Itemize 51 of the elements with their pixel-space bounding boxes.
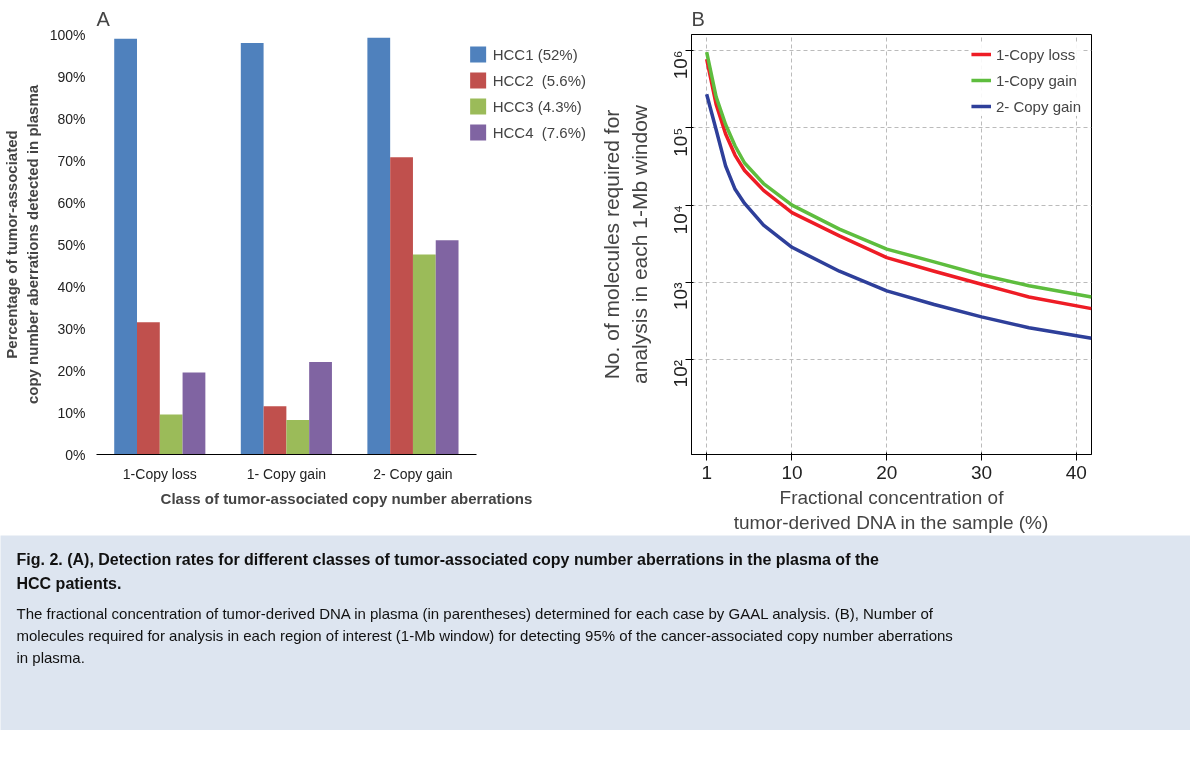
bar bbox=[309, 362, 332, 455]
bar bbox=[137, 322, 160, 455]
bar bbox=[286, 420, 310, 455]
y-axis-title: Percentage of tumor-associated copy number aberrations detected in plasma bbox=[3, 84, 41, 405]
legend-label: 1-Copy loss bbox=[995, 45, 1076, 63]
y-tick-label: 60% bbox=[57, 194, 86, 211]
x-tick-label: 40 bbox=[1065, 461, 1087, 483]
y-tick-label: 100% bbox=[49, 26, 86, 43]
bar bbox=[390, 157, 413, 455]
bar bbox=[159, 414, 183, 455]
chart-title: B bbox=[691, 7, 705, 30]
legend-label: 1-Copy gain bbox=[995, 71, 1077, 89]
y-tick-label: 40% bbox=[57, 278, 86, 295]
legend-label: HCC2 (5.6%) bbox=[492, 71, 586, 89]
y-tick-label: 10⁵ bbox=[670, 127, 691, 157]
bar bbox=[435, 240, 459, 455]
y-tick-label: 80% bbox=[57, 110, 86, 127]
y-tick-label: 90% bbox=[57, 68, 86, 85]
bar bbox=[240, 42, 264, 455]
bar bbox=[367, 37, 391, 455]
x-tick-label: 1-Copy loss bbox=[122, 465, 197, 482]
y-tick-label: 10³ bbox=[670, 282, 691, 310]
chart-title: A bbox=[96, 7, 111, 30]
x-axis-title: Fractional concentration of tumor-derived DNA in the sample (%) bbox=[733, 486, 1049, 533]
y-tick-label: 50% bbox=[57, 236, 86, 253]
text: The fractional concentration of tumor-derived DNA in plasma (in parentheses) determined for each case by GAAL analysis. (B), Number of molecules required for analysis in each region of interest (1-Mb window) for detecting 95% of the cancer-associated copy number aberrations in plasma. bbox=[16, 605, 953, 666]
y-tick-label: 10⁴ bbox=[670, 205, 691, 235]
x-tick-label: 2- Copy gain bbox=[373, 465, 453, 482]
legend-label: HCC4 (7.6%) bbox=[492, 123, 586, 141]
y-tick-label: 10⁶ bbox=[670, 50, 691, 80]
bar bbox=[412, 254, 436, 455]
y-tick-label: 20% bbox=[57, 362, 86, 379]
y-axis-title: No. of molecules required for analysis in each 1-Mb window bbox=[599, 104, 651, 384]
text: Fig. 2. (A), Detection rates for different classes of tumor-associated copy number aberrations in the plasma of the HCC patients. bbox=[16, 551, 880, 592]
x-axis-title: Class of tumor-associated copy number aberrations bbox=[160, 489, 533, 507]
legend-label: HCC3 (4.3%) bbox=[492, 97, 582, 115]
x-tick-label: 1- Copy gain bbox=[246, 465, 327, 482]
x-tick-label: 1 bbox=[701, 461, 712, 483]
x-tick-label: 10 bbox=[781, 461, 803, 483]
legend-label: 2- Copy gain bbox=[995, 97, 1081, 115]
y-tick-label: 0% bbox=[65, 446, 86, 463]
y-tick-label: 10² bbox=[670, 359, 691, 388]
y-tick-label: 30% bbox=[57, 320, 86, 337]
bar bbox=[182, 372, 206, 455]
y-tick-label: 70% bbox=[57, 152, 86, 169]
y-tick-label: 10% bbox=[57, 404, 86, 421]
x-tick-label: 20 bbox=[876, 461, 898, 483]
x-tick-label: 30 bbox=[970, 461, 993, 483]
bar bbox=[263, 406, 287, 455]
bar bbox=[114, 38, 138, 455]
legend-label: HCC1 (52%) bbox=[492, 45, 578, 63]
